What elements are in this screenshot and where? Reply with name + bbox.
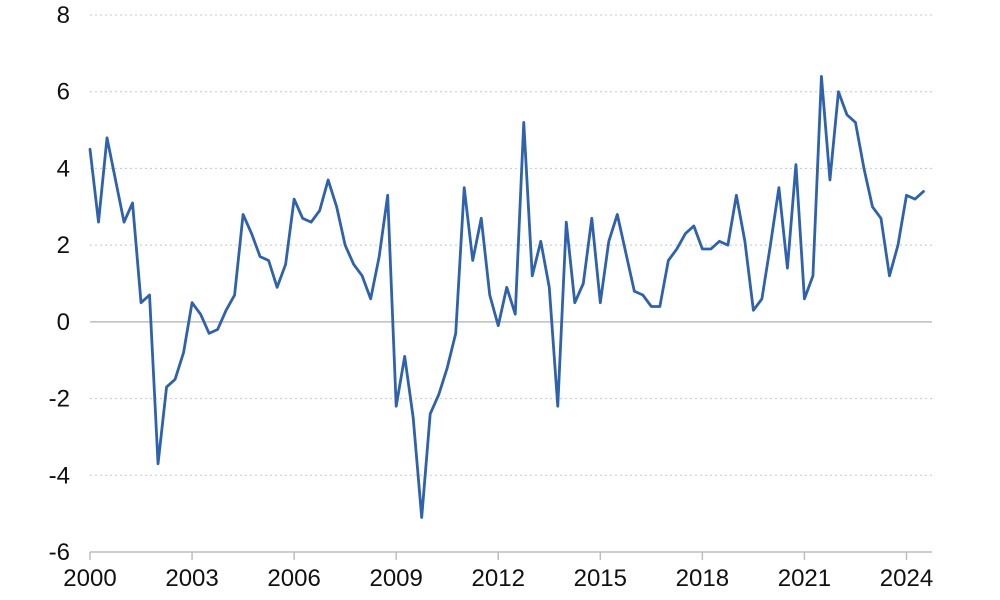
y-tick-label: -2 — [49, 386, 70, 413]
y-tick-label: 2 — [57, 232, 70, 259]
gridlines — [90, 14, 932, 476]
y-tick-label: 0 — [57, 309, 70, 336]
y-tick-label: 6 — [57, 79, 70, 106]
x-tick-label: 2015 — [574, 565, 627, 592]
x-axis — [89, 551, 932, 560]
x-tick-label: 2021 — [778, 565, 831, 592]
x-tick-label: 2009 — [369, 565, 422, 592]
y-tick-label: 8 — [57, 2, 70, 29]
series-layer — [88, 74, 925, 519]
y-tick-label: -6 — [49, 539, 70, 566]
x-tick-label: 2012 — [472, 565, 525, 592]
y-tick-label: -4 — [49, 462, 70, 489]
x-tick-label: 2006 — [267, 565, 320, 592]
x-axis-tick-labels: 2000 2003 2006 2009 2012 2015 2018 2021 2024 — [63, 565, 933, 592]
x-tick-label: 2003 — [165, 565, 218, 592]
x-tick-label: 2000 — [63, 565, 116, 592]
x-tick-label: 2018 — [676, 565, 729, 592]
y-tick-label: 4 — [57, 155, 70, 182]
series-line-0 — [88, 74, 925, 519]
x-tick-label: 2024 — [880, 565, 933, 592]
y-axis-tick-labels: -6 -4 -2 0 2 4 6 8 — [49, 2, 70, 566]
